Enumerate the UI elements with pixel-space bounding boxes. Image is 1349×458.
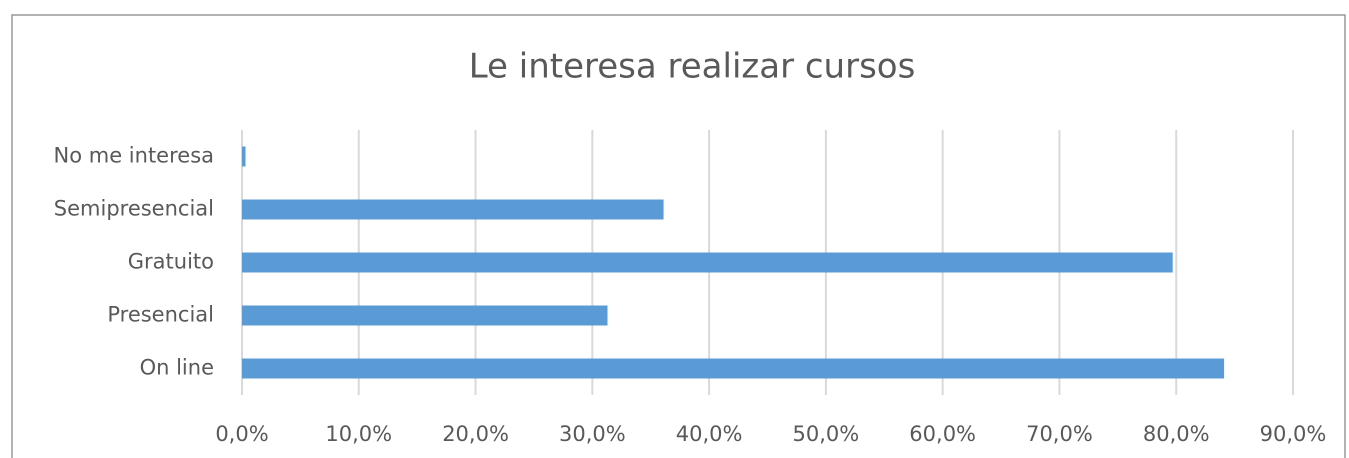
y-tick-label: Semipresencial <box>54 197 214 221</box>
y-tick-label: Presencial <box>107 303 214 327</box>
bar <box>242 358 1225 379</box>
x-tick-label: 70,0% <box>1026 422 1093 446</box>
x-tick-label: 80,0% <box>1143 422 1210 446</box>
bar <box>242 199 664 220</box>
x-tick-label: 10,0% <box>325 422 392 446</box>
x-tick-label: 20,0% <box>442 422 509 446</box>
bar <box>242 252 1173 273</box>
x-tick-label: 50,0% <box>793 422 860 446</box>
x-tick-label: 0,0% <box>215 422 268 446</box>
x-tick-label: 90,0% <box>1260 422 1327 446</box>
x-tick-label: 30,0% <box>559 422 626 446</box>
bar <box>242 146 246 167</box>
y-tick-label: No me interesa <box>54 144 214 168</box>
bar <box>242 305 608 326</box>
y-tick-label: On line <box>140 356 214 380</box>
y-tick-label: Gratuito <box>128 250 214 274</box>
chart-title: Le interesa realizar cursos <box>469 47 916 87</box>
chart-border <box>11 14 1346 458</box>
x-tick-label: 40,0% <box>676 422 743 446</box>
x-tick-label: 60,0% <box>909 422 976 446</box>
